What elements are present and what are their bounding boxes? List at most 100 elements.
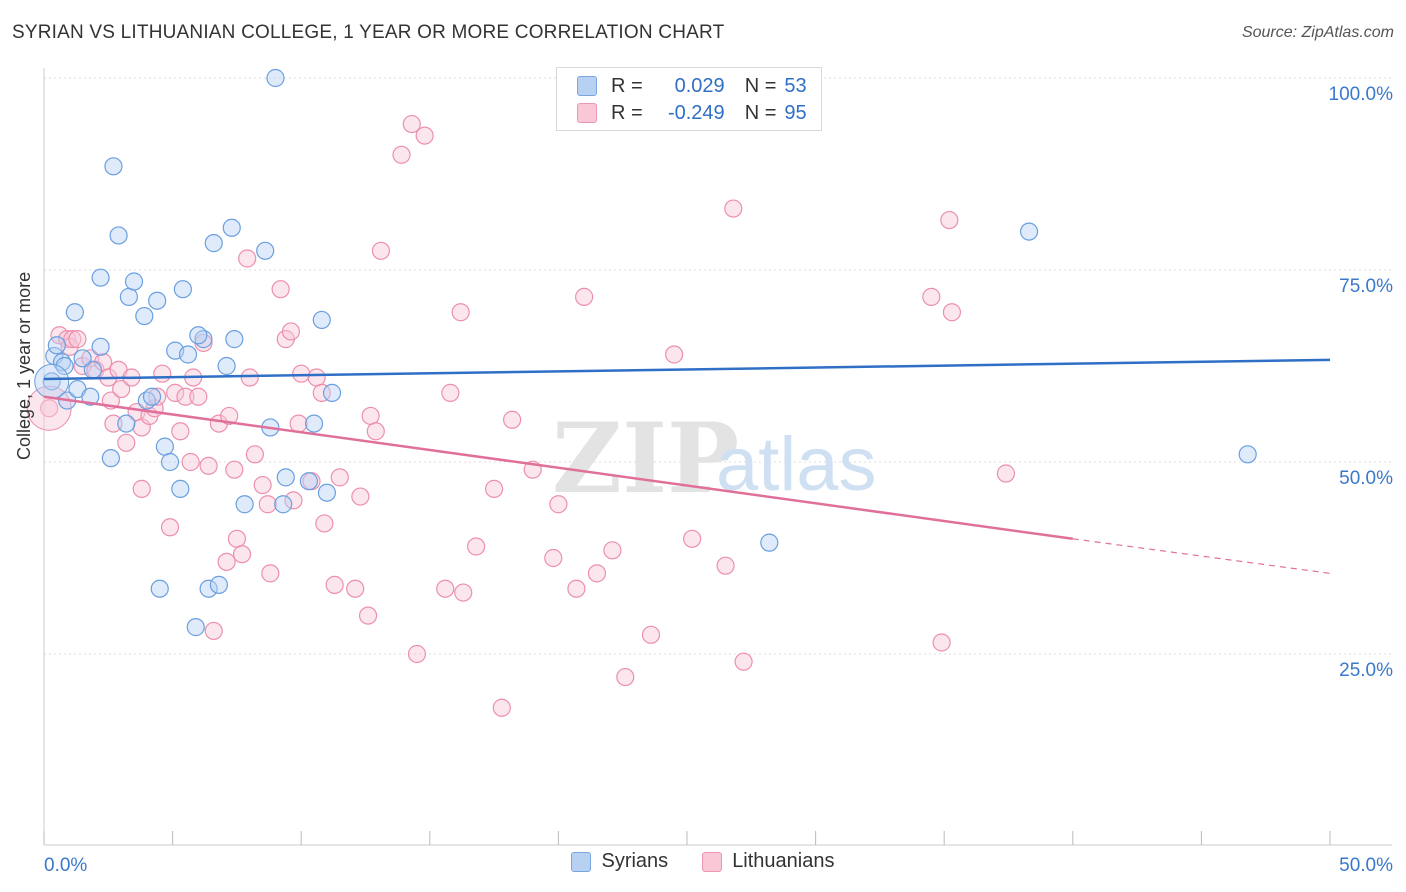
lithuanians-point — [245, 445, 265, 464]
syrians-point — [209, 575, 228, 594]
syrians-point — [204, 234, 223, 253]
lithuanians-point — [68, 330, 87, 349]
n-label: N = — [744, 74, 777, 97]
lithuanians-point — [153, 364, 172, 383]
trend-lines — [43, 358, 1331, 574]
lithuanians-point — [996, 464, 1016, 483]
y-tick-label: 25.0% — [1339, 660, 1393, 681]
y-tick-label: 75.0% — [1339, 276, 1393, 297]
lithuanians-point — [451, 303, 470, 322]
legend-row-lithuanians: R = -0.249 N = 95 — [577, 100, 807, 126]
legend-label-syrians: Syrians — [601, 850, 669, 872]
lithuanians-trend-line — [43, 395, 1073, 541]
syrians-legend-swatch — [571, 851, 592, 872]
lithuanians-point — [238, 249, 257, 268]
lithuanians-point — [346, 579, 365, 598]
chart-title: SYRIAN VS LITHUANIAN COLLEGE, 1 YEAR OR … — [12, 22, 725, 43]
lithuanians-point — [325, 575, 344, 594]
lithuanians-point — [441, 383, 460, 402]
lithuanians-point — [366, 422, 385, 441]
n-value-lithuanians: 95 — [784, 101, 807, 124]
lithuanians-point — [466, 537, 486, 556]
axes — [43, 68, 1392, 846]
syrians-points — [34, 68, 1257, 637]
lithuanians-point — [351, 487, 370, 506]
syrians-point — [117, 414, 136, 433]
lithuanians-legend-swatch — [702, 851, 723, 872]
lithuanians-point — [683, 529, 702, 548]
syrians-point — [322, 383, 342, 402]
syrians-point — [55, 356, 74, 376]
syrians-point — [235, 495, 254, 514]
lithuanians-point — [641, 625, 661, 644]
syrians-point — [91, 268, 110, 287]
lithuanians-point — [716, 556, 735, 575]
syrians-point — [148, 291, 167, 310]
source-label: Source: ZipAtlas.com — [1241, 24, 1394, 41]
lithuanians-point — [166, 383, 185, 402]
lithuanians-point — [204, 621, 223, 641]
watermark-atlas: atlas — [716, 422, 877, 507]
lithuanians-point — [217, 552, 236, 571]
syrians-point — [119, 287, 138, 306]
syrians-point — [142, 387, 162, 406]
lithuanians-point — [544, 548, 563, 568]
syrians-point — [178, 345, 198, 364]
syrians-point — [274, 495, 293, 514]
lithuanians-point — [199, 456, 218, 475]
lithuanians-point — [358, 606, 378, 625]
lithuanians-point — [485, 479, 504, 498]
syrians-point — [312, 310, 331, 330]
lithuanians-point — [436, 579, 455, 598]
lithuanians-point — [361, 406, 380, 426]
lithuanians-point — [567, 579, 586, 598]
lithuanians-point — [665, 345, 684, 364]
lithuanians-point — [415, 126, 434, 145]
syrians-point — [160, 452, 180, 472]
syrians-point — [760, 533, 779, 552]
lithuanians-point — [454, 583, 473, 602]
lithuanians-point — [112, 379, 131, 399]
lithuanians-point — [281, 322, 301, 341]
syrians-point — [173, 280, 192, 299]
syrians-point — [171, 479, 190, 498]
lithuanians-point — [312, 383, 331, 402]
syrians-point — [34, 363, 70, 399]
syrians-point — [155, 437, 174, 456]
syrians-point — [189, 326, 208, 345]
y-axis-label: College, 1 year or more — [14, 271, 34, 460]
lithuanians-point — [258, 495, 277, 514]
syrians-point — [47, 336, 66, 355]
lithuanians-point — [724, 199, 743, 218]
legend-item-lithuanians[interactable]: Lithuanians — [702, 850, 835, 873]
lithuanians-point — [148, 387, 167, 406]
lithuanians-point — [315, 514, 334, 533]
y-tick-label: 100.0% — [1329, 84, 1394, 105]
lithuanians-point — [603, 541, 622, 560]
x-tick-labels: 0.0% 50.0% — [44, 855, 1393, 876]
lithuanians-point — [616, 667, 635, 687]
lithuanians-point — [63, 330, 82, 349]
n-value-syrians: 53 — [784, 74, 807, 97]
lithuanians-point — [307, 368, 326, 387]
lithuanians-point — [132, 479, 151, 498]
n-label: N = — [744, 101, 777, 124]
legend-item-syrians[interactable]: Syrians — [571, 850, 668, 873]
lithuanians-point — [160, 518, 180, 537]
lithuanians-point — [587, 564, 607, 583]
syrians-point — [65, 303, 84, 322]
lithuanians-point — [227, 529, 246, 548]
lithuanians-point — [225, 460, 244, 479]
r-label: R = — [611, 74, 643, 97]
syrians-point — [1019, 222, 1039, 241]
y-tick-label: 50.0% — [1339, 468, 1393, 489]
lithuanians-point — [40, 399, 59, 418]
legend-row-syrians: R = 0.029 N = 53 — [577, 73, 807, 99]
lithuanians-point — [253, 475, 272, 495]
lithuanians-point — [402, 114, 421, 134]
lithuanians-point — [942, 303, 962, 322]
x-tick-label: 50.0% — [1339, 855, 1393, 876]
syrians-point — [42, 372, 61, 391]
syrians-point — [73, 349, 92, 368]
